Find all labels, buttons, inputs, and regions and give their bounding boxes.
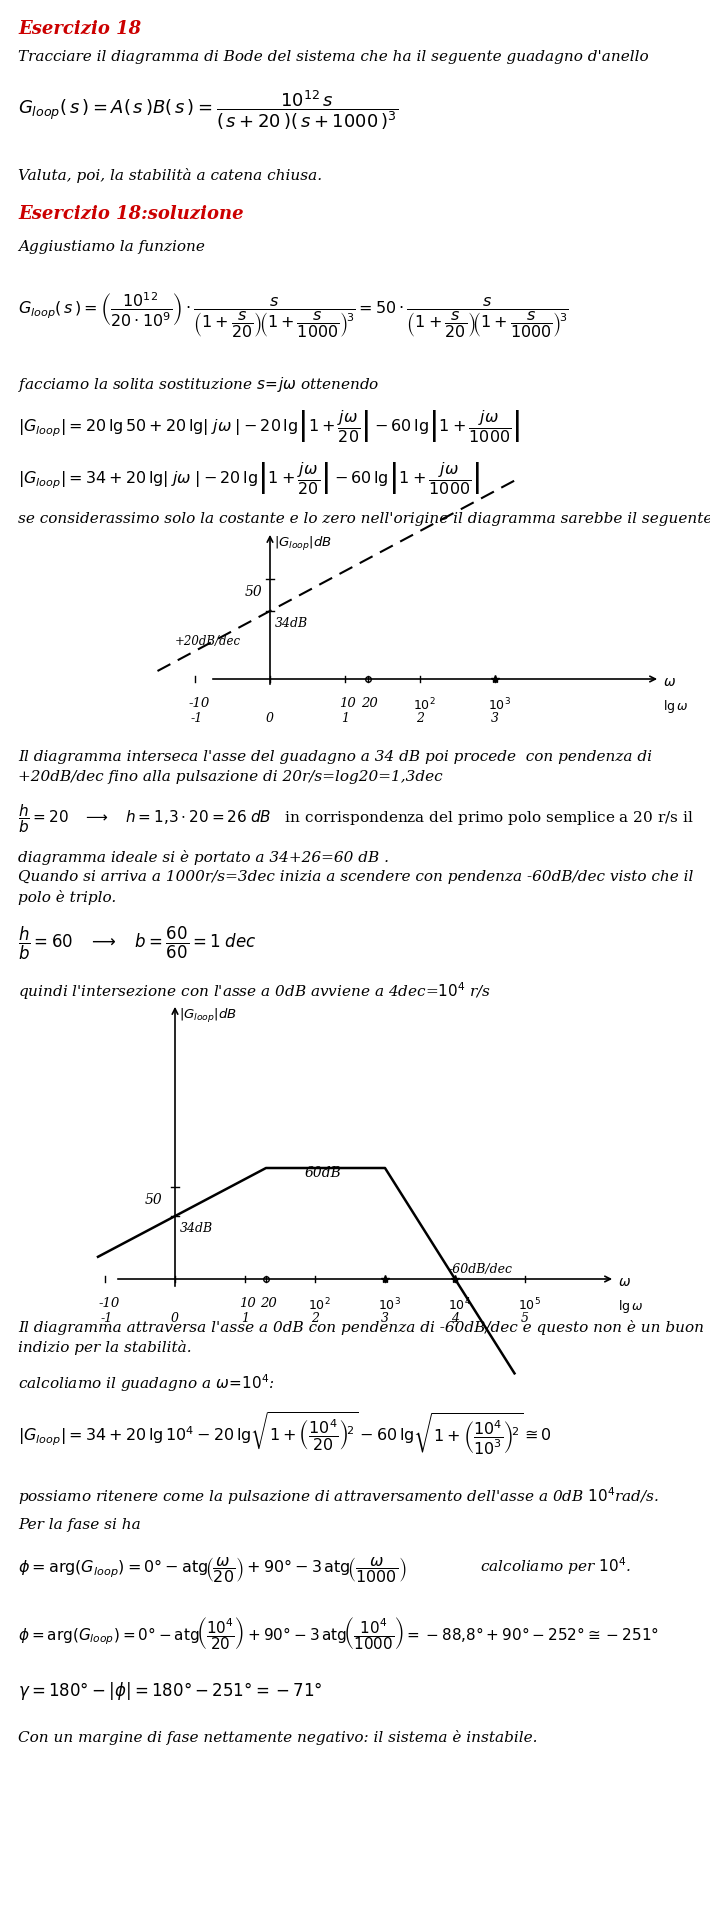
Text: $\lg\omega$: $\lg\omega$	[618, 1297, 643, 1314]
Text: 3: 3	[381, 1312, 389, 1323]
Text: possiamo ritenere come la pulsazione di attraversamento dell'asse a 0dB $10^4$ra: possiamo ritenere come la pulsazione di …	[18, 1484, 659, 1507]
Text: $10^2$: $10^2$	[308, 1297, 331, 1312]
Text: $\phi = \arg\!\left(G_{loop}\right) = 0° - \mathrm{atg}\!\left(\dfrac{\omega}{20: $\phi = \arg\!\left(G_{loop}\right) = 0°…	[18, 1554, 407, 1585]
Text: $\gamma = 180° - |\phi| = 180° - 251° = -71°$: $\gamma = 180° - |\phi| = 180° - 251° = …	[18, 1680, 322, 1701]
Text: 4: 4	[451, 1312, 459, 1323]
Text: 1: 1	[341, 711, 349, 725]
Text: se considerassimo solo la costante e lo zero nell'origine il diagramma sarebbe i: se considerassimo solo la costante e lo …	[18, 511, 710, 526]
Text: polo è triplo.: polo è triplo.	[18, 889, 116, 904]
Text: Con un margine di fase nettamente negativo: il sistema è instabile.: Con un margine di fase nettamente negati…	[18, 1730, 537, 1745]
Text: $|G_{loop}| = 20\,\mathrm{lg}\,50 + 20\,\mathrm{lg}|\;j\omega\;|- 20\,\mathrm{lg: $|G_{loop}| = 20\,\mathrm{lg}\,50 + 20\,…	[18, 408, 520, 444]
Text: quindi l'intersezione con l'asse a 0dB avviene a 4dec=$10^4$ r/s: quindi l'intersezione con l'asse a 0dB a…	[18, 980, 491, 1001]
Text: -10: -10	[99, 1297, 120, 1310]
Text: 10: 10	[339, 696, 356, 709]
Text: calcoliamo il guadagno a $\omega\!=\!10^4$:: calcoliamo il guadagno a $\omega\!=\!10^…	[18, 1371, 275, 1392]
Text: $\dfrac{h}{b} = 60\quad\longrightarrow\quad b=\dfrac{60}{60}=1\;dec$: $\dfrac{h}{b} = 60\quad\longrightarrow\q…	[18, 925, 256, 961]
Text: -1: -1	[101, 1312, 114, 1323]
Text: $10^3$: $10^3$	[378, 1297, 401, 1312]
Text: Il diagramma attraversa l'asse a 0dB con pendenza di -60dB/dec e questo non è un: Il diagramma attraversa l'asse a 0dB con…	[18, 1320, 704, 1335]
Text: diagramma ideale si è portato a 34+26=60 dB .: diagramma ideale si è portato a 34+26=60…	[18, 849, 389, 864]
Text: +20dB/dec fino alla pulsazione di 20r/s=log20=1,3dec: +20dB/dec fino alla pulsazione di 20r/s=…	[18, 770, 442, 784]
Text: Esercizio 18:soluzione: Esercizio 18:soluzione	[18, 204, 244, 223]
Text: $|G_{loop}|dB$: $|G_{loop}|dB$	[179, 1007, 237, 1024]
Text: $G_{loop}(\,s\,) = A(\,s\,)B(\,s\,) = \dfrac{10^{12}\,s}{(\,s+20\,)(\,s+1000\,)^: $G_{loop}(\,s\,) = A(\,s\,)B(\,s\,) = \d…	[18, 88, 398, 132]
Text: $10^4$: $10^4$	[448, 1297, 471, 1312]
Text: Per la fase si ha: Per la fase si ha	[18, 1518, 141, 1531]
Text: Tracciare il diagramma di Bode del sistema che ha il seguente guadagno d'anello: Tracciare il diagramma di Bode del siste…	[18, 50, 649, 65]
Text: -1: -1	[191, 711, 203, 725]
Text: +20dB/dec: +20dB/dec	[175, 635, 241, 648]
Text: 5: 5	[521, 1312, 529, 1323]
Text: $\phi = \arg\!\left(G_{loop}\right) = 0° - \mathrm{atg}\!\left(\dfrac{10^4}{20}\: $\phi = \arg\!\left(G_{loop}\right) = 0°…	[18, 1613, 659, 1651]
Text: $\omega$: $\omega$	[663, 675, 676, 688]
Text: 60dB: 60dB	[305, 1165, 342, 1179]
Text: calcoliamo per $10^4$.: calcoliamo per $10^4$.	[480, 1554, 630, 1575]
Text: facciamo la solita sostituzione $s\!=\!j\omega$ ottenendo: facciamo la solita sostituzione $s\!=\!j…	[18, 376, 379, 393]
Text: Quando si arriva a 1000r/s=3dec inizia a scendere con pendenza -60dB/dec visto c: Quando si arriva a 1000r/s=3dec inizia a…	[18, 870, 694, 883]
Text: indizio per la stabilità.: indizio per la stabilità.	[18, 1339, 192, 1354]
Text: 34dB: 34dB	[275, 616, 308, 629]
Text: $G_{loop}(\,s\,) = \left(\dfrac{10^{12}}{20\cdot10^9}\right)\cdot\dfrac{s}{\left: $G_{loop}(\,s\,) = \left(\dfrac{10^{12}}…	[18, 290, 569, 339]
Text: -10: -10	[189, 696, 210, 709]
Text: Esercizio 18: Esercizio 18	[18, 19, 141, 38]
Text: 3: 3	[491, 711, 499, 725]
Text: Valuta, poi, la stabilità a catena chiusa.: Valuta, poi, la stabilità a catena chius…	[18, 168, 322, 183]
Text: -60dB/dec: -60dB/dec	[449, 1262, 513, 1276]
Text: Aggiustiamo la funzione: Aggiustiamo la funzione	[18, 240, 205, 254]
Text: $\dfrac{h}{b} = 20\quad\longrightarrow\quad h = 1{,}3\cdot20 = 26\;dB$   in corr: $\dfrac{h}{b} = 20\quad\longrightarrow\q…	[18, 801, 694, 835]
Text: 20: 20	[361, 696, 378, 709]
Text: $|G_{loop}|dB$: $|G_{loop}|dB$	[274, 534, 332, 553]
Text: $|G_{loop}| = 34 + 20\,\mathrm{lg}\,10^4 - 20\,\mathrm{lg}\sqrt{1+\left(\dfrac{1: $|G_{loop}| = 34 + 20\,\mathrm{lg}\,10^4…	[18, 1409, 552, 1455]
Text: 10: 10	[239, 1297, 256, 1310]
Text: 50: 50	[245, 585, 263, 599]
Text: 1: 1	[241, 1312, 249, 1323]
Text: $10^3$: $10^3$	[488, 696, 511, 713]
Text: 34dB: 34dB	[180, 1222, 213, 1234]
Text: $\lg\omega$: $\lg\omega$	[663, 698, 688, 715]
Text: 0: 0	[171, 1312, 179, 1323]
Text: 20: 20	[260, 1297, 277, 1310]
Text: $|G_{loop}| = 34 + 20\,\mathrm{lg}|\;j\omega\;|- 20\,\mathrm{lg}\left|1+\dfrac{j: $|G_{loop}| = 34 + 20\,\mathrm{lg}|\;j\o…	[18, 460, 480, 496]
Text: $10^5$: $10^5$	[518, 1297, 541, 1312]
Text: 2: 2	[311, 1312, 319, 1323]
Text: $10^2$: $10^2$	[413, 696, 436, 713]
Text: Il diagramma interseca l'asse del guadagno a 34 dB poi procede  con pendenza di: Il diagramma interseca l'asse del guadag…	[18, 749, 652, 763]
Text: 50: 50	[145, 1192, 163, 1205]
Text: 0: 0	[266, 711, 274, 725]
Text: 2: 2	[416, 711, 424, 725]
Text: $\omega$: $\omega$	[618, 1274, 631, 1289]
